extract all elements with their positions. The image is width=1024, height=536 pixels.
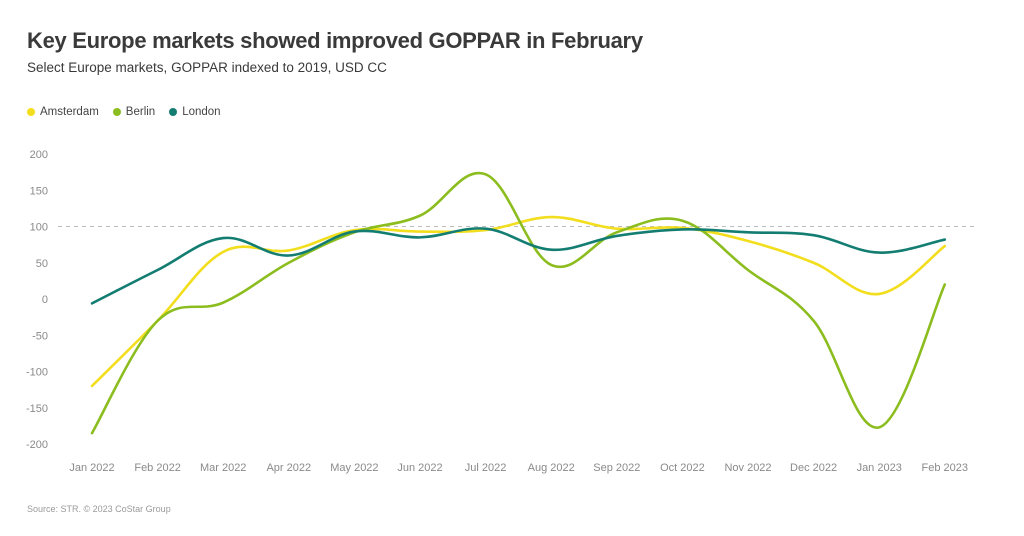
y-tick-label: -100 [26,367,48,379]
x-tick-label: Aug 2022 [528,462,575,474]
legend-item-london: London [169,106,221,118]
y-tick-label: 200 [30,149,48,161]
y-tick-label: 150 [30,185,48,197]
y-tick-label: -200 [26,439,48,451]
legend-swatch-amsterdam [27,108,35,116]
series-line-berlin [90,171,947,435]
legend-label-london: London [182,106,221,118]
x-tick-label: Jun 2022 [397,462,442,474]
x-tick-label: Dec 2022 [790,462,837,474]
legend-swatch-berlin [112,108,121,116]
x-tick-label: Feb 2023 [922,462,968,474]
y-tick-label: 0 [42,294,48,306]
legend-item-amsterdam: Amsterdam [27,106,99,118]
x-tick-label: Mar 2022 [200,462,246,474]
y-tick-label: -150 [26,403,48,415]
series-line-london [90,227,947,305]
x-tick-label: Sep 2022 [593,462,640,474]
legend-label-berlin: Berlin [125,106,156,118]
x-tick-label: Apr 2022 [266,462,311,474]
y-tick-label: -50 [32,330,48,342]
y-tick-label: 100 [30,222,48,234]
source-note: Source: STR. © 2023 CoStar Group [27,504,171,514]
legend-label-amsterdam: Amsterdam [40,106,99,118]
legend-item-berlin: Berlin [112,106,156,118]
x-tick-label: Oct 2022 [660,462,705,474]
series-line-amsterdam [90,215,947,388]
x-tick-label: Nov 2022 [724,462,771,474]
x-tick-label: Jan 2023 [857,462,902,474]
y-tick-label: 50 [36,258,48,270]
x-tick-label: May 2022 [330,462,378,474]
chart-subtitle: Select Europe markets, GOPPAR indexed to… [27,60,387,75]
x-tick-label: Jan 2022 [69,462,114,474]
x-tick-label: Jul 2022 [465,462,507,474]
chart-legend: Amsterdam Berlin London [27,106,235,118]
legend-swatch-london [169,108,178,116]
chart-title: Key Europe markets showed improved GOPPA… [27,28,643,53]
x-tick-label: Feb 2022 [134,462,180,474]
